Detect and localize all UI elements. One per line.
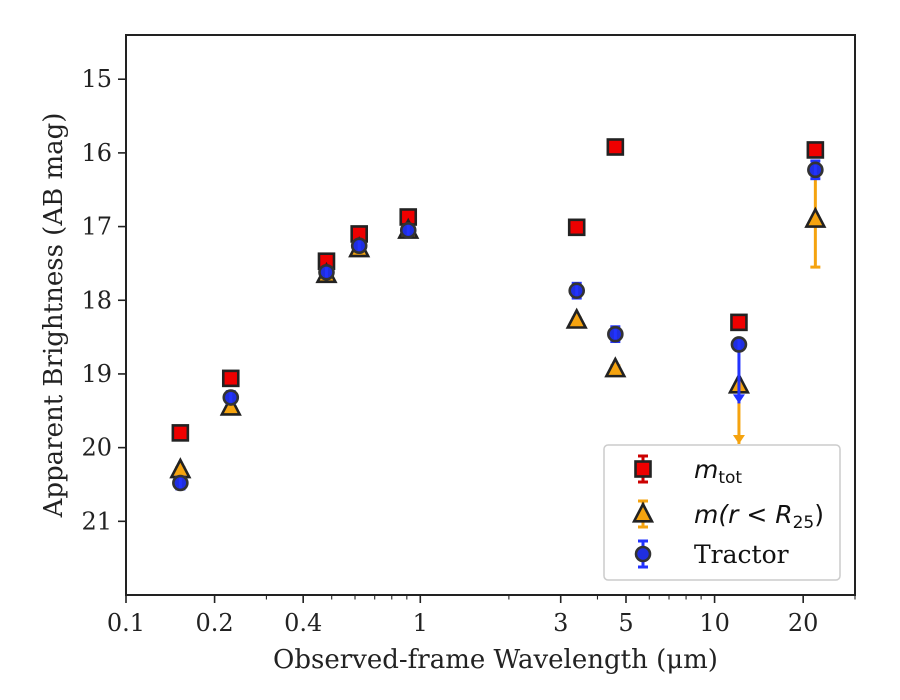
x-tick-label: 20 xyxy=(788,609,819,637)
legend: mtot m(r < R25) Tractor xyxy=(603,444,841,581)
y-tick-label: 16 xyxy=(81,139,112,167)
mtot-point xyxy=(221,369,240,388)
m-r25-point xyxy=(604,356,627,378)
x-tick-label: 3 xyxy=(553,609,568,637)
series-mtot xyxy=(171,138,825,442)
legend-box xyxy=(603,444,841,581)
x-tick-label: 10 xyxy=(699,609,730,637)
series-tractor xyxy=(172,159,824,492)
mtot-point xyxy=(730,313,748,332)
y-tick-label: 17 xyxy=(81,213,112,241)
legend-label-mtot: mtot xyxy=(694,455,742,488)
x-tick-label: 5 xyxy=(618,609,633,637)
y-axis-label: Apparent Brightness (AB mag) xyxy=(39,113,69,519)
y-tick-label: 15 xyxy=(81,65,112,93)
legend-marker-tractor xyxy=(634,545,652,563)
data-layer xyxy=(169,138,827,492)
y-tick-label: 20 xyxy=(81,434,112,462)
legend-marker-m-r25 xyxy=(631,501,655,523)
axes: 0.1 0.2 0.4 1 3 5 10 20 15 16 17 18 19 20 21 Observed-f… xyxy=(39,34,856,675)
legend-marker-mtot xyxy=(634,460,652,478)
x-tick-label: 0.1 xyxy=(107,609,145,637)
y-tick-label: 21 xyxy=(81,507,112,535)
m-r25-point xyxy=(804,206,827,228)
x-tick-label: 0.2 xyxy=(196,609,234,637)
mtot-point xyxy=(567,218,586,237)
mtot-point xyxy=(171,424,190,442)
mtot-point xyxy=(606,138,625,156)
y-tick-label: 18 xyxy=(81,286,112,314)
x-axis-label: Observed-frame Wavelength (μm) xyxy=(273,645,718,675)
legend-label-m-r25: m(r < R25) xyxy=(694,500,824,533)
mtot-point xyxy=(806,141,825,159)
m-r25-point xyxy=(565,307,588,329)
legend-label-tractor: Tractor xyxy=(694,540,789,569)
m-r25-point xyxy=(219,394,242,416)
series-m-r25 xyxy=(169,169,827,479)
m-r25-point xyxy=(169,457,192,479)
plot-frame xyxy=(125,34,856,596)
tractor-limit-arrow xyxy=(732,394,745,404)
y-tick-label: 19 xyxy=(81,360,112,388)
x-tick-label: 0.4 xyxy=(284,609,322,637)
x-tick-label: 1 xyxy=(413,609,428,637)
m-r25-limit-arrow xyxy=(732,434,745,444)
